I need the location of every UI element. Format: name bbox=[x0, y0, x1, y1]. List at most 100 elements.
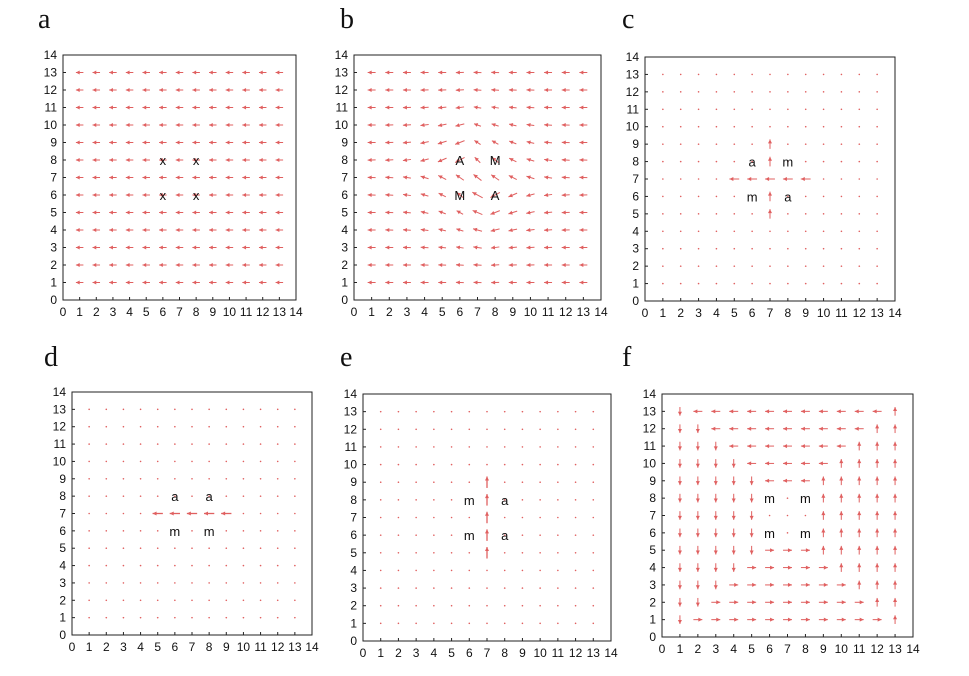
vector-arrow bbox=[857, 459, 862, 468]
x-tick-label: 4 bbox=[137, 640, 144, 654]
vector-dot bbox=[679, 282, 682, 285]
vector-arrow bbox=[836, 600, 846, 605]
vector-dot bbox=[468, 463, 471, 466]
vector-dot bbox=[379, 587, 382, 589]
vector-dot bbox=[294, 495, 296, 497]
vector-arrow bbox=[258, 123, 267, 127]
vector-arrow bbox=[875, 597, 880, 607]
vector-arrow bbox=[893, 580, 898, 590]
vector-arrow bbox=[677, 511, 682, 520]
vector-dot bbox=[397, 587, 400, 589]
vector-dot bbox=[521, 499, 524, 501]
vector-dot bbox=[557, 534, 559, 536]
vector-dot bbox=[379, 481, 382, 484]
vector-arrow bbox=[490, 174, 500, 181]
vector-arrow bbox=[749, 493, 754, 503]
vector-arrow bbox=[875, 528, 880, 538]
y-tick-label: 2 bbox=[59, 593, 66, 607]
vector-dot bbox=[105, 512, 108, 515]
x-tick-label: 10 bbox=[835, 642, 849, 656]
vector-arrow bbox=[473, 105, 482, 110]
vector-dot bbox=[503, 428, 506, 431]
cell-label: m bbox=[464, 493, 475, 508]
y-tick-label: 9 bbox=[341, 136, 348, 150]
vector-arrow bbox=[367, 245, 376, 250]
vector-arrow bbox=[258, 140, 267, 145]
vector-arrow bbox=[508, 70, 517, 75]
vector-dot bbox=[433, 587, 435, 589]
vector-arrow bbox=[783, 617, 792, 622]
vector-arrow bbox=[455, 263, 464, 267]
vector-dot bbox=[415, 428, 417, 431]
vector-dot bbox=[822, 143, 825, 145]
vector-arrow bbox=[875, 511, 880, 520]
vector-dot bbox=[397, 534, 400, 536]
vector-dot bbox=[156, 443, 159, 445]
x-tick-label: 6 bbox=[172, 640, 179, 654]
vector-dot bbox=[294, 408, 296, 411]
vector-arrow bbox=[526, 88, 535, 92]
vector-dot bbox=[276, 425, 279, 428]
vector-dot bbox=[769, 73, 771, 76]
vector-dot bbox=[769, 247, 771, 250]
vector-arrow bbox=[192, 210, 200, 215]
vector-arrow bbox=[175, 140, 184, 145]
x-tick-label: 3 bbox=[110, 305, 117, 319]
vector-arrow bbox=[854, 409, 864, 414]
vector-arrow bbox=[561, 210, 570, 215]
vector-dot bbox=[662, 73, 664, 76]
vector-dot bbox=[840, 195, 843, 198]
y-tick-label: 4 bbox=[632, 224, 639, 238]
y-tick-label: 2 bbox=[350, 599, 357, 613]
vector-dot bbox=[697, 265, 700, 267]
vector-dot bbox=[468, 446, 471, 448]
vector-dot bbox=[733, 125, 736, 128]
vector-dot bbox=[574, 534, 577, 536]
vector-dot bbox=[804, 125, 807, 128]
vector-arrow bbox=[800, 600, 810, 605]
vector-dot bbox=[397, 499, 400, 501]
vector-dot bbox=[415, 463, 417, 466]
vector-arrow bbox=[731, 545, 736, 555]
vector-dot bbox=[242, 460, 245, 463]
vector-dot bbox=[662, 108, 664, 111]
vector-dot bbox=[662, 247, 664, 250]
vector-arrow bbox=[420, 263, 429, 267]
vector-arrow bbox=[695, 528, 700, 538]
vector-arrow bbox=[125, 70, 134, 75]
vector-dot bbox=[697, 230, 700, 233]
vector-arrow bbox=[209, 140, 217, 145]
vector-dot bbox=[139, 495, 142, 497]
y-tick-label: 6 bbox=[649, 526, 656, 540]
vector-dot bbox=[450, 551, 453, 554]
vector-arrow bbox=[818, 409, 828, 414]
y-tick-label: 4 bbox=[341, 223, 348, 237]
vector-arrow bbox=[385, 88, 394, 92]
vector-arrow bbox=[677, 459, 682, 468]
vector-arrow bbox=[455, 280, 464, 285]
vector-arrow bbox=[508, 228, 518, 233]
vector-arrow bbox=[875, 441, 880, 451]
vector-dot bbox=[397, 410, 400, 413]
vector-dot bbox=[259, 564, 262, 567]
vector-dot bbox=[433, 516, 435, 519]
vector-arrow bbox=[125, 105, 134, 110]
vector-dot bbox=[225, 564, 228, 567]
x-tick-label: 12 bbox=[256, 305, 270, 319]
vector-arrow bbox=[729, 617, 739, 622]
vector-dot bbox=[468, 534, 471, 536]
y-tick-label: 7 bbox=[632, 172, 639, 186]
vector-arrow bbox=[92, 105, 101, 110]
vector-arrow bbox=[225, 140, 234, 145]
vector-dot bbox=[433, 604, 435, 607]
vector-dot bbox=[486, 446, 488, 448]
vector-dot bbox=[397, 516, 400, 519]
vector-dot bbox=[787, 160, 789, 163]
vector-arrow bbox=[818, 461, 828, 466]
y-tick-label: 4 bbox=[350, 563, 357, 577]
vector-dot bbox=[122, 582, 125, 584]
vector-arrow bbox=[175, 70, 184, 75]
vector-arrow bbox=[818, 444, 828, 449]
vector-arrow bbox=[747, 444, 757, 449]
vector-dot bbox=[858, 108, 861, 111]
